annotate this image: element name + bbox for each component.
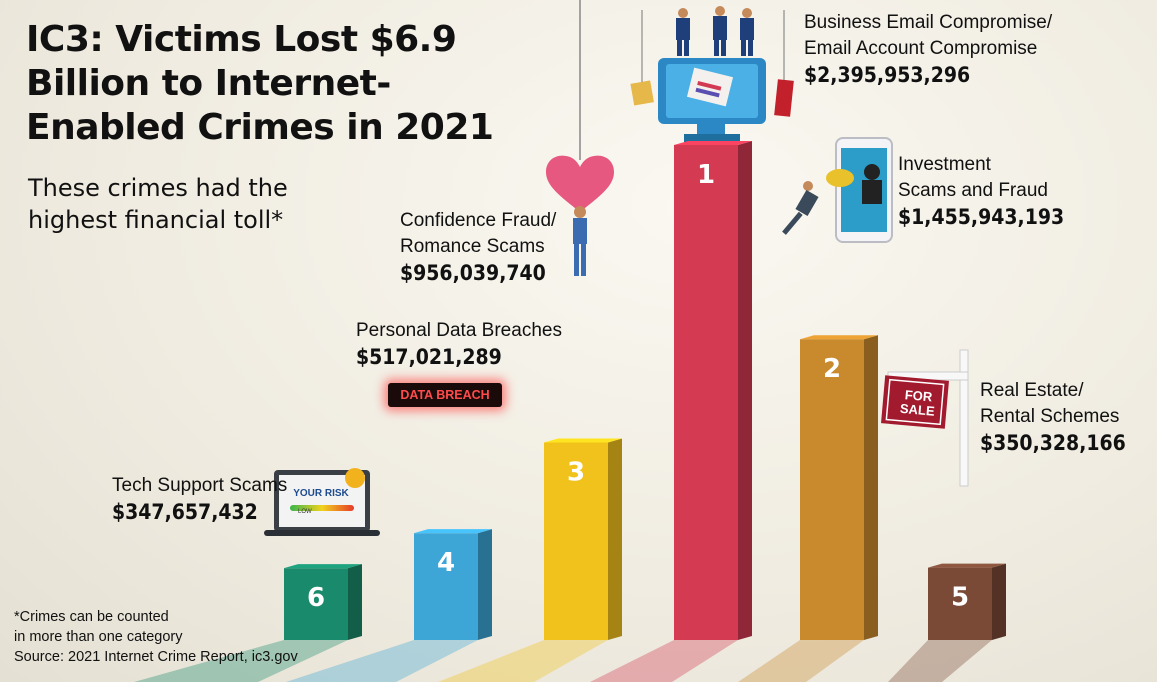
category-label: Investment Scams and Fraud $1,455,943,193 [898, 152, 1064, 230]
category-label-line: Rental Schemes [980, 406, 1120, 427]
value-label: $956,039,740 [400, 261, 546, 285]
category-label-line: Personal Data Breaches [356, 320, 562, 341]
value-label: $347,657,432 [112, 500, 258, 524]
floor-ray [590, 640, 738, 682]
source-note: Source: 2021 Internet Crime Report, ic3.… [14, 649, 298, 665]
chart-subtitle: These crimes had the highest financial t… [28, 174, 288, 234]
for-sale-sign-icon: FOR SALE [881, 349, 969, 487]
bar [544, 442, 608, 640]
chart-title: IC3: Victims Lost $6.9 Billion to Intern… [26, 19, 494, 148]
bar-side [608, 438, 622, 640]
category-label: Business Email Compromise/Email Account … [804, 10, 1052, 88]
footnote-line-2: in more than one category [14, 629, 183, 645]
value-label: $1,455,943,193 [898, 205, 1065, 229]
bar [674, 145, 738, 640]
category-label-line: Scams and Fraud [898, 180, 1048, 201]
bar-side [348, 564, 362, 640]
category-label: Real Estate/Rental Schemes $350,328,166 [980, 378, 1126, 456]
category-label-line: Tech Support Scams [112, 475, 288, 496]
person-icon [573, 206, 587, 276]
bar-side [864, 335, 878, 640]
footnote-line-1: *Crimes can be counted [14, 609, 169, 625]
floor-ray [888, 640, 992, 682]
category-label-line: Investment [898, 154, 991, 175]
category-label: Tech Support Scams $347,657,432 [112, 473, 287, 525]
floor-ray [286, 640, 478, 682]
bars-group: 6 4 3 1 2 5 [284, 141, 1006, 640]
your-risk-text: YOUR RISK [293, 488, 349, 499]
floor-rays [134, 640, 992, 682]
bar-side [478, 529, 492, 640]
bar [928, 567, 992, 640]
category-label: Personal Data Breaches $517,021,289 [356, 318, 562, 370]
bar-side [992, 563, 1006, 640]
category-label-line: Confidence Fraud/ [400, 210, 557, 231]
category-label-line: Real Estate/ [980, 380, 1084, 401]
bar-top [284, 564, 362, 569]
bar-rank-label: 5 [951, 583, 969, 613]
phone-icon [782, 137, 893, 243]
value-label: $517,021,289 [356, 345, 502, 369]
footnote: *Crimes can be counted in more than one … [14, 607, 298, 667]
bar [800, 339, 864, 640]
bar-rank-label: 1 [697, 160, 715, 190]
floor-ray [738, 640, 864, 682]
category-label: Confidence Fraud/Romance Scams $956,039,7… [400, 208, 556, 286]
category-label-line: Romance Scams [400, 236, 545, 257]
decorations: FOR SALE YOUR RISK LOW [264, 0, 969, 536]
data-breach-badge: DATA BREACH [388, 383, 502, 407]
bar-top [674, 141, 752, 145]
value-label: $2,395,953,296 [804, 63, 971, 87]
floor-ray [438, 640, 608, 682]
category-label-line: Email Account Compromise [804, 38, 1038, 59]
bar-top [544, 438, 622, 443]
bar-side [738, 141, 752, 640]
bar-top [928, 563, 1006, 568]
bar-rank-label: 6 [307, 583, 325, 613]
for-sale-text: FOR [904, 387, 933, 404]
bar-top [800, 335, 878, 340]
bar-rank-label: 2 [823, 354, 841, 384]
low-text: LOW [298, 509, 312, 515]
category-label-line: Business Email Compromise/ [804, 12, 1053, 33]
value-label: $350,328,166 [980, 431, 1126, 455]
monitor-icon [630, 6, 794, 142]
heart-icon [546, 155, 614, 212]
laptop-icon: YOUR RISK LOW [264, 468, 380, 536]
for-sale-text-2: SALE [899, 401, 935, 419]
bar [284, 568, 348, 640]
shield-icon [345, 468, 365, 488]
bar [414, 533, 478, 640]
bar-rank-label: 3 [567, 457, 585, 487]
bar-rank-label: 4 [437, 548, 455, 578]
bar-top [414, 529, 492, 534]
floor-ray [134, 640, 348, 682]
